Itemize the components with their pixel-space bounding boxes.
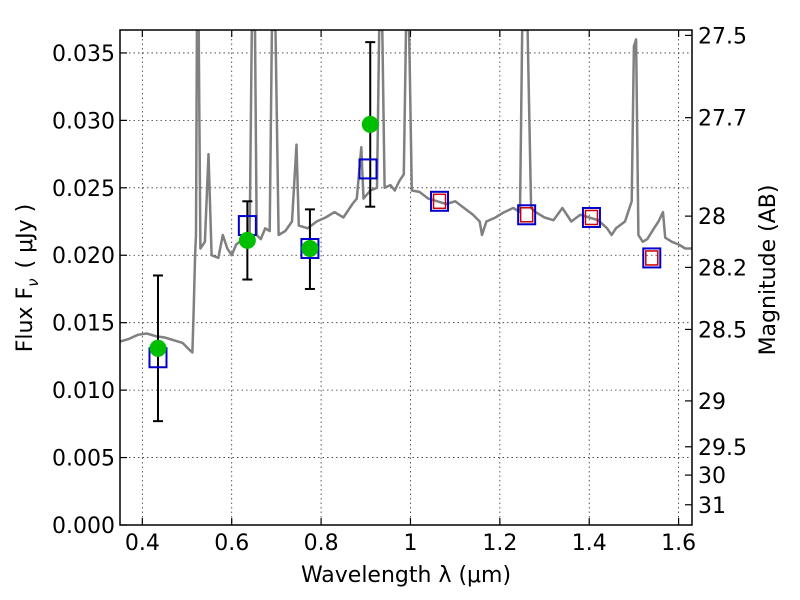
model-flux-box <box>358 158 378 180</box>
x-axis-label: Wavelength λ (μm) <box>301 563 511 588</box>
right-tick-label: 27.7 <box>698 107 747 132</box>
y-axis-label-group: Flux Fν( μJy ) <box>13 204 42 352</box>
model-flux-box <box>581 206 601 228</box>
model-flux-box <box>642 247 662 269</box>
observed-flux-point <box>149 339 167 357</box>
x-tick-label: 1.6 <box>661 531 696 556</box>
y-tick-label: 0.025 <box>52 177 115 202</box>
y-tick-label: 0.020 <box>52 244 115 269</box>
plot-frame <box>119 29 693 526</box>
right-tick-label: 29 <box>698 390 726 415</box>
right-axis-label: Magnitude (AB) <box>756 185 781 356</box>
observed-flux-markers <box>149 115 379 357</box>
y-tick-label: 0.005 <box>52 447 115 472</box>
x-tick-label: 1.4 <box>572 531 607 556</box>
right-tick-label: 29.5 <box>698 436 747 461</box>
x-tick-label: 1.2 <box>482 531 517 556</box>
x-axis-ticks: 0.4 0.6 0.8 1 1.2 1.4 1.6 <box>125 30 696 556</box>
x-tick-label: 0.4 <box>125 531 160 556</box>
model-flux-markers <box>148 158 662 369</box>
right-tick-label: 28 <box>698 205 726 230</box>
right-tick-label: 28.5 <box>698 318 747 343</box>
model-flux-inner-box <box>432 193 447 210</box>
y-tick-label: 0.030 <box>52 109 115 134</box>
right-axis-ticks: 27.5 27.7 28 28.2 28.5 29 29.5 30 31 <box>685 24 747 519</box>
right-tick-label: 27.5 <box>698 24 747 49</box>
model-flux-box <box>517 204 537 226</box>
model-spectrum-line <box>120 30 692 354</box>
right-tick-label: 31 <box>698 494 726 519</box>
model-flux-inner-box <box>584 209 599 226</box>
y-axis-label-subscript: ν <box>24 278 42 286</box>
right-tick-label: 28.2 <box>698 256 747 281</box>
y-tick-label: 0.015 <box>52 312 115 337</box>
x-tick-label: 0.8 <box>304 531 339 556</box>
observed-flux-point <box>361 115 379 133</box>
x-tick-label: 0.6 <box>214 531 249 556</box>
x-tick-label: 1 <box>403 531 417 556</box>
observed-flux-point <box>301 240 319 258</box>
y-axis-label: Flux Fν( μJy ) <box>13 204 42 352</box>
y-tick-label: 0.010 <box>52 379 115 404</box>
model-flux-inner-box <box>519 207 534 223</box>
y-tick-label: 0.035 <box>52 42 115 67</box>
right-tick-label: 30 <box>698 464 726 489</box>
y-axis-ticks: 0.000 0.005 0.010 0.015 0.020 0.025 0.030 0.035 <box>52 42 127 539</box>
model-flux-inner-box <box>645 250 659 266</box>
y-tick-label: 0.000 <box>52 514 115 539</box>
observed-flux-point <box>238 231 256 249</box>
model-flux-box <box>430 190 450 212</box>
